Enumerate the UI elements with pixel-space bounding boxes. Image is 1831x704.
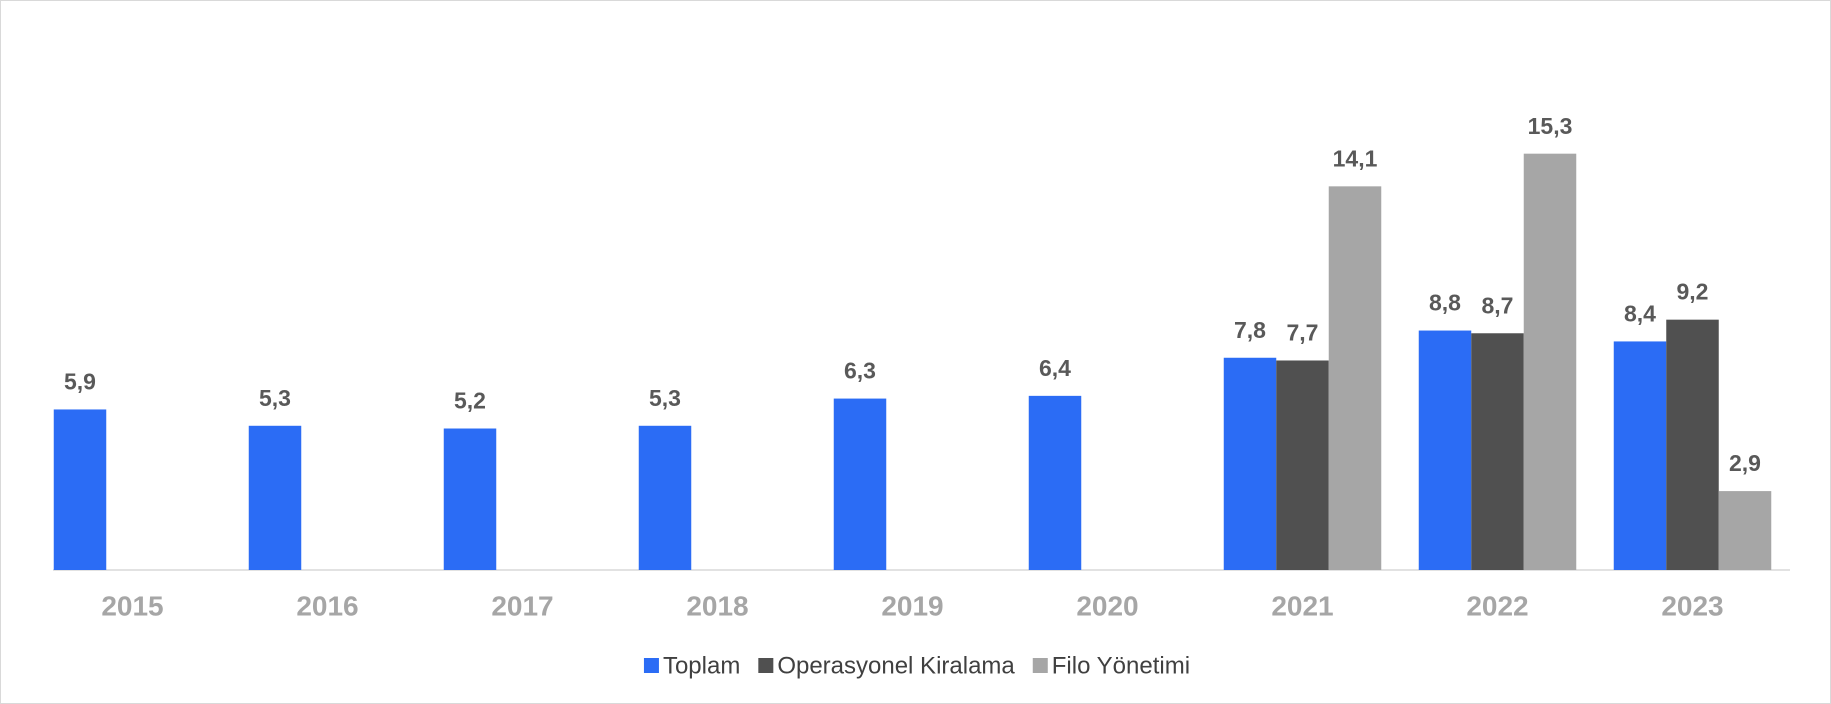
value-label: 14,1 xyxy=(1333,145,1378,171)
legend-label: Toplam xyxy=(663,652,740,679)
bar xyxy=(1276,360,1329,570)
bar xyxy=(53,409,107,570)
value-label: 5,3 xyxy=(649,385,681,411)
bar xyxy=(248,425,302,570)
x-tick-label: 2021 xyxy=(1271,590,1333,621)
bar xyxy=(1613,341,1667,570)
value-label: 8,8 xyxy=(1429,290,1461,316)
value-label: 9,2 xyxy=(1677,279,1709,305)
value-label: 2,9 xyxy=(1729,450,1761,476)
value-label: 5,2 xyxy=(454,388,486,414)
value-label: 7,7 xyxy=(1287,320,1319,346)
x-tick-label: 2017 xyxy=(491,590,553,621)
x-tick-label: 2016 xyxy=(296,590,358,621)
x-tick-label: 2018 xyxy=(686,590,748,621)
x-tick-label: 2023 xyxy=(1661,590,1723,621)
bar xyxy=(1328,186,1382,570)
x-tick-label: 2019 xyxy=(881,590,943,621)
legend-label: Filo Yönetimi xyxy=(1052,652,1190,679)
x-tick-label: 2020 xyxy=(1076,590,1138,621)
value-label: 6,4 xyxy=(1039,355,1071,381)
value-label: 5,9 xyxy=(64,369,96,395)
x-tick-label: 2022 xyxy=(1466,590,1528,621)
legend-swatch xyxy=(1032,658,1048,673)
value-label: 8,7 xyxy=(1482,292,1514,318)
bar xyxy=(443,428,497,570)
bar xyxy=(833,398,887,570)
x-tick-label: 2015 xyxy=(101,590,163,621)
bar xyxy=(1418,330,1472,570)
bar xyxy=(1223,357,1277,570)
bar xyxy=(1718,491,1772,570)
legend-swatch xyxy=(643,658,659,673)
bar xyxy=(1471,333,1524,570)
value-label: 6,3 xyxy=(844,358,876,384)
bar xyxy=(638,425,692,570)
legend-swatch xyxy=(758,658,774,673)
value-label: 7,8 xyxy=(1234,317,1266,343)
bar xyxy=(1666,319,1719,570)
value-label: 8,4 xyxy=(1624,301,1656,327)
bar xyxy=(1028,395,1082,570)
legend-label: Operasyonel Kiralama xyxy=(777,652,1015,679)
bar xyxy=(1523,153,1577,570)
value-label: 15,3 xyxy=(1528,113,1573,139)
value-label: 5,3 xyxy=(259,385,291,411)
